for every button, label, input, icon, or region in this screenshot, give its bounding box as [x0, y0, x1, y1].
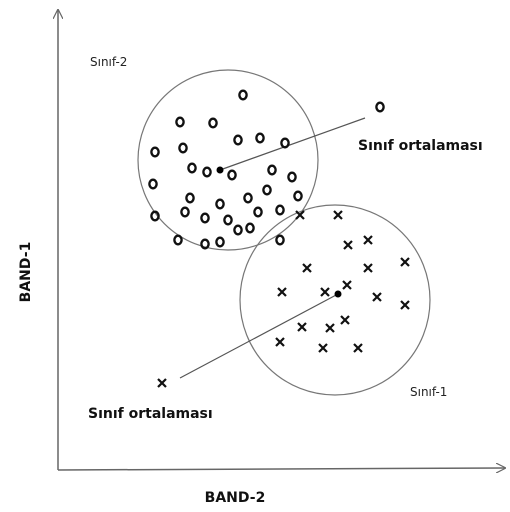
mean-pointer: [179, 293, 339, 379]
x-marker: [340, 315, 350, 325]
o-marker: [148, 178, 158, 190]
o-marker: [187, 162, 197, 174]
o-marker: [287, 171, 297, 183]
o-marker: [227, 169, 237, 181]
o-marker: [215, 198, 225, 210]
mean-label: Sınıf ortalaması: [88, 406, 213, 422]
x-marker: [157, 378, 167, 388]
class-label: Sınıf-1: [410, 385, 447, 399]
x-marker: [353, 343, 363, 353]
mean-label: Sınıf ortalaması: [358, 138, 483, 154]
axis-label: BAND-1: [18, 242, 34, 303]
x-marker: [372, 292, 382, 302]
class-label: Sınıf-2: [90, 55, 127, 69]
x-marker: [295, 210, 305, 220]
o-marker: [178, 142, 188, 154]
mean-pointer: [219, 117, 366, 171]
x-marker: [342, 280, 352, 290]
class1-circle: [239, 204, 431, 396]
x-marker: [325, 323, 335, 333]
mean-dot: [334, 290, 342, 298]
axis-label: BAND-2: [205, 490, 266, 506]
o-marker: [255, 132, 265, 144]
o-marker: [200, 238, 210, 250]
o-marker: [233, 224, 243, 236]
o-marker: [375, 101, 385, 113]
class2-circle: [137, 69, 319, 251]
o-marker: [280, 137, 290, 149]
o-marker: [173, 234, 183, 246]
o-marker: [223, 214, 233, 226]
o-marker: [150, 146, 160, 158]
o-marker: [262, 184, 272, 196]
o-marker: [200, 212, 210, 224]
points: [148, 89, 410, 388]
o-marker: [185, 192, 195, 204]
o-marker: [150, 210, 160, 222]
o-marker: [253, 206, 263, 218]
o-marker: [238, 89, 248, 101]
o-marker: [275, 234, 285, 246]
x-marker: [275, 337, 285, 347]
x-marker: [333, 210, 343, 220]
o-marker: [293, 190, 303, 202]
x-marker: [400, 257, 410, 267]
o-marker: [275, 204, 285, 216]
x-marker: [343, 240, 353, 250]
x-marker: [400, 300, 410, 310]
o-marker: [208, 117, 218, 129]
o-marker: [233, 134, 243, 146]
x-axis: [57, 468, 505, 470]
x-marker: [302, 263, 312, 273]
o-marker: [267, 164, 277, 176]
x-marker: [363, 235, 373, 245]
o-marker: [175, 116, 185, 128]
o-marker: [243, 192, 253, 204]
x-marker: [297, 322, 307, 332]
x-marker: [318, 343, 328, 353]
o-marker: [180, 206, 190, 218]
mean-dot: [216, 166, 224, 174]
o-marker: [202, 166, 212, 178]
x-marker: [320, 287, 330, 297]
o-marker: [245, 222, 255, 234]
o-marker: [215, 236, 225, 248]
x-marker: [277, 287, 287, 297]
x-marker: [363, 263, 373, 273]
